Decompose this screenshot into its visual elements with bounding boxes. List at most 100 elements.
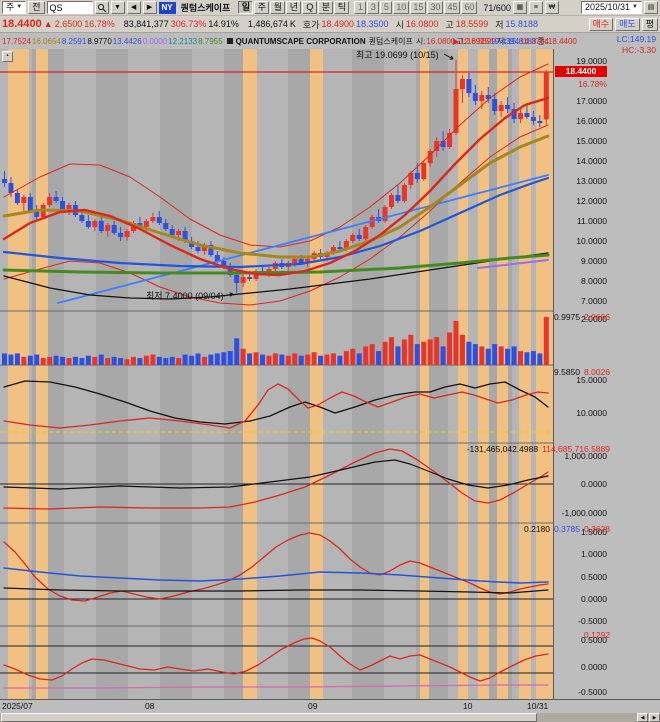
search-icon[interactable] [95,1,109,14]
volume-bar [176,358,181,365]
date-picker[interactable]: 2025/10/31▼ [581,1,642,14]
header-indicator-value: 0.0000 [143,37,167,46]
p4-line-blue [4,568,548,583]
symbol-input[interactable] [47,1,93,14]
volume-bar [318,356,323,365]
sell-button[interactable]: 매도 [615,18,640,31]
buy-button[interactable]: 매수 [589,18,614,31]
volume-bar [228,351,233,365]
candle-body [234,275,239,283]
period-button-주[interactable]: 주 [254,1,269,14]
candle-body [196,247,201,251]
volume-bar [279,355,284,365]
layout-icon[interactable]: ▤ [644,1,658,14]
candle-body [241,277,246,283]
axis-label: 0.0000 [555,594,607,604]
header-indicator-value: 8.7955 [198,37,222,46]
chart-plot[interactable]: 최고 19.0699 (10/15)최저 7.4000 (09/04) ▪ [0,49,554,699]
volume-bar [254,352,259,365]
volume-bar [286,356,291,365]
interval-button-15[interactable]: 15 [410,1,426,14]
candle-body [524,113,529,117]
interval-button-45[interactable]: 45 [444,1,460,14]
ma-long-blue [4,178,548,267]
flat-button[interactable]: 평 [642,18,658,31]
period-button-Q[interactable]: Q [302,1,317,14]
trade-value: 1,486,674 [248,19,288,29]
volume-bar [544,317,549,365]
prev-symbol-button[interactable]: ◀ [127,1,141,14]
axis-label: -0.5000 [555,687,607,697]
volume-bar [247,353,252,365]
period-button-틱[interactable]: 틱 [334,1,349,14]
menu-icon[interactable]: ≡ [529,1,543,14]
volume-bar [183,355,188,365]
header-indicator-value: 14.3784 [520,37,549,46]
turnover-pct: 14.91% [208,19,239,29]
period-button-분[interactable]: 분 [318,1,333,14]
volume-bar [170,357,175,365]
chevron-down-icon: ▼ [16,2,22,13]
annotation-arrow-head [230,293,233,294]
candle-body [15,193,20,203]
header-indicator-value: 12.6915 [460,37,489,46]
volume-bar [47,357,52,365]
symbol-dropdown-button[interactable]: ▼ [111,1,125,14]
scroll-left-button[interactable]: ◀ [637,713,648,722]
interval-button-5[interactable]: 5 [380,1,392,14]
axis-label: 11.0000 [555,216,607,226]
axis-label: 8.0000 [555,276,607,286]
volume-bar [157,357,162,365]
volume-bar [150,355,155,365]
scroll-right-button[interactable]: ▶ [649,713,660,722]
next-symbol-button[interactable]: ▶ [143,1,157,14]
date-label: 09 [308,701,317,711]
volume-bar [21,357,26,365]
volume-bar [208,355,213,365]
chart-type-combo[interactable]: 주▼ [2,1,26,14]
interval-button-1[interactable]: 1 [354,1,366,14]
candle-body [350,235,355,241]
candle-body [170,229,175,235]
chart-annotation: 최저 7.4000 (09/04) [146,291,224,301]
axis-label: 17.0000 [555,96,607,106]
volume-bar [434,337,439,365]
period-button-년[interactable]: 년 [286,1,301,14]
candle-body [67,205,72,209]
exchange-badge: NY [159,2,176,14]
axis-label: 10.0000 [555,236,607,246]
volume-bar [454,321,459,365]
axis-label: 0.0000 [555,662,607,672]
p4-line-black [4,588,548,593]
interval-button-60[interactable]: 60 [461,1,477,14]
candle-body [163,223,168,229]
period-button-월[interactable]: 월 [270,1,285,14]
high-label: 고 [445,18,453,31]
period-button-일[interactable]: 일 [238,1,253,14]
volume-bar [466,342,471,365]
low-price: 15.8188 [506,19,539,29]
ask-price: 18.4900 [321,19,354,29]
jeon-button[interactable]: 전 [28,1,44,14]
axis-label: 2.0000 [555,314,607,324]
chart-tool-button[interactable]: ▪ [2,51,13,62]
volume-bar [537,353,542,365]
header-indicator-value: 13.4426 [113,37,142,46]
interval-button-3[interactable]: 3 [367,1,379,14]
grid-icon[interactable]: ▦ [513,1,527,14]
axis-label: 19.0000 [555,56,607,66]
volume-bar [518,351,523,365]
volume-bar [344,351,349,365]
interval-button-30[interactable]: 30 [427,1,443,14]
horizontal-scrollbar[interactable]: ◀ ▶ [0,713,660,722]
ohlc-value: 16.0800 [426,37,455,46]
header-indicator-value: 19.4394 [490,37,519,46]
ma-short-red [4,98,548,275]
currency-icon[interactable]: ₩ [545,1,559,14]
interval-button-10[interactable]: 10 [393,1,409,14]
volume-bar [376,351,381,365]
volume-bar [512,346,517,365]
scrollbar-thumb[interactable] [1,713,537,722]
